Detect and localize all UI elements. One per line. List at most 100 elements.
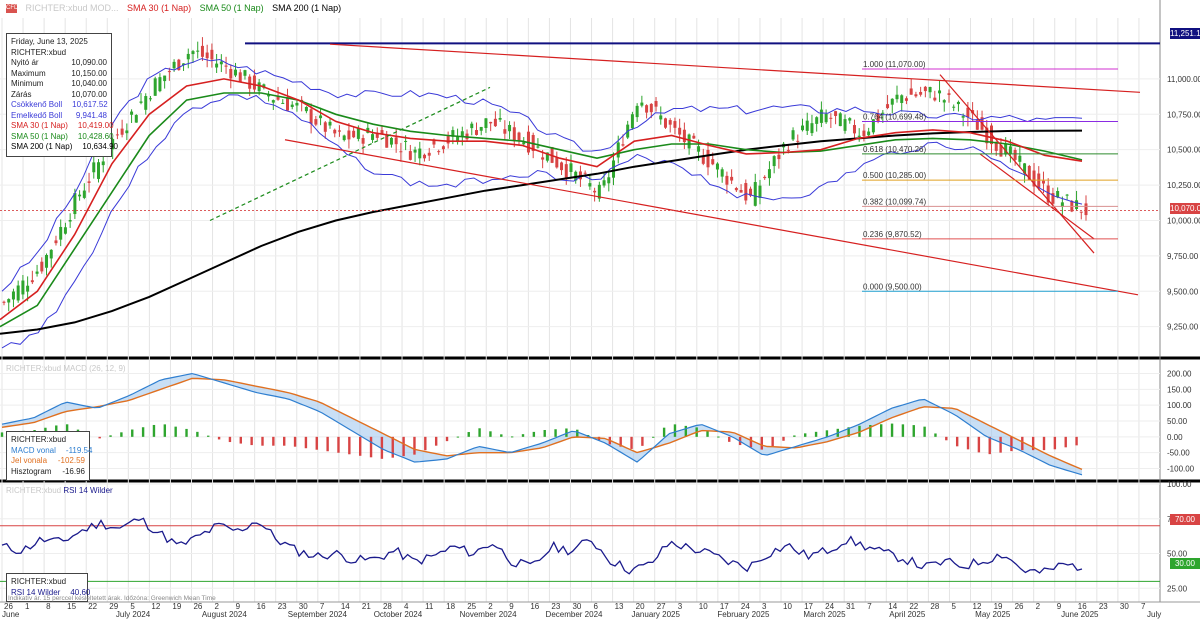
fib-level-label: 1.000 (11,070.00): [863, 60, 926, 69]
macd-histogram-bar: [619, 436, 622, 447]
candle-up: [144, 96, 148, 110]
candle-down: [309, 109, 313, 124]
macd-histogram-bar: [174, 426, 177, 437]
candle-down: [489, 121, 493, 124]
channel-short-lower: [979, 153, 1095, 240]
candle-down: [649, 103, 653, 113]
x-tick-label: 28: [383, 602, 392, 611]
info-date: Friday, June 13, 2025: [11, 37, 88, 46]
candle-down: [706, 149, 710, 168]
candle-down: [994, 142, 998, 151]
candle-down: [399, 151, 403, 153]
macd-histogram-bar: [1075, 436, 1078, 446]
candle-down: [876, 113, 880, 122]
candle-down: [711, 159, 715, 165]
candle-down: [734, 188, 738, 191]
x-tick-label: 19: [172, 602, 181, 611]
candle-up: [45, 254, 49, 268]
macd-histogram-bar: [521, 434, 525, 437]
candle-up: [805, 120, 809, 131]
macd-histogram-bar: [825, 430, 829, 437]
x-tick-label: 10: [783, 602, 792, 611]
info-row: Maximum 10,150.00: [11, 69, 107, 80]
fib-level-label: 0.000 (9,500.00): [863, 282, 922, 291]
macd-histogram-bar: [478, 428, 481, 437]
candle-down: [777, 154, 781, 160]
candle-up: [772, 156, 776, 167]
candle-up: [867, 131, 871, 136]
candle-up: [1065, 194, 1069, 196]
candle-down: [238, 72, 242, 82]
y-tick-label: 9,500.00: [1167, 287, 1199, 296]
candle-up: [961, 116, 965, 118]
candle-down: [749, 188, 753, 196]
candle-up: [838, 113, 842, 127]
macd-histogram-bar: [196, 431, 199, 437]
candle-up: [281, 102, 285, 104]
badge-rsi-30: 30.00: [1170, 558, 1200, 569]
candle-up: [687, 134, 691, 149]
candle-up: [1060, 202, 1064, 208]
macd-histogram-bar: [337, 436, 340, 453]
candle-up: [16, 285, 20, 301]
candle-down: [323, 122, 327, 132]
symbol-title-faded: RICHTER:xbud MOD...: [25, 3, 119, 13]
macd-histogram-bar: [1042, 436, 1046, 451]
candle-down: [786, 149, 790, 151]
x-month-label: April 2025: [889, 610, 926, 619]
candle-down: [285, 97, 289, 111]
x-tick-label: 9: [1057, 602, 1062, 611]
candle-up: [101, 161, 105, 166]
candle-up: [508, 124, 512, 132]
y-tick-label: 9,250.00: [1167, 323, 1199, 332]
macd-histogram-bar: [576, 429, 579, 437]
trendline-lower: [284, 139, 1139, 296]
x-tick-label: 31: [846, 602, 855, 611]
macd-histogram-bar: [793, 435, 796, 437]
candle-down: [744, 183, 748, 201]
x-tick-label: 26: [193, 602, 202, 611]
macd-info-label: Jel vonala: [11, 456, 48, 465]
macd-histogram-bar: [391, 436, 394, 458]
x-tick-label: 22: [909, 602, 918, 611]
macd-histogram-bar: [217, 436, 221, 440]
x-tick-label: 29: [109, 602, 118, 611]
candle-up: [569, 163, 573, 172]
candle-down: [886, 104, 890, 109]
macd-histogram-bar: [185, 428, 188, 437]
macd-info-row: Hisztogram -16.96: [11, 467, 85, 478]
info-value: 10,090.00: [71, 58, 107, 67]
candle-down: [560, 162, 564, 171]
candle-down: [673, 121, 677, 128]
x-tick-label: 5: [130, 602, 135, 611]
macd-histogram-bar: [380, 436, 384, 459]
fib-level-label: 0.236 (9,870.52): [863, 230, 922, 239]
candle-up: [153, 78, 157, 96]
candle-up: [182, 63, 186, 66]
candle-down: [375, 133, 379, 138]
candle-up: [607, 177, 611, 184]
macd-histogram-bar: [966, 436, 970, 450]
x-tick-label: 7: [1141, 602, 1146, 611]
price-info-box: Friday, June 13, 2025 RICHTER:xbud Nyitó…: [6, 33, 118, 157]
info-value: 10,150.00: [71, 68, 107, 78]
candle-up: [139, 101, 143, 103]
candle-down: [432, 139, 436, 145]
x-month-label: November 2024: [460, 610, 517, 619]
candle-up: [597, 184, 601, 199]
candle-down: [668, 120, 672, 125]
candle-down: [730, 176, 734, 181]
macd-histogram-bar: [98, 436, 101, 439]
candle-down: [621, 144, 625, 146]
macd-histogram-bar: [500, 434, 503, 437]
sma30-line: [0, 78, 1083, 321]
candle-up: [68, 220, 72, 222]
candle-down: [437, 151, 441, 153]
indicator-label: Emelkedő Boll: [11, 110, 63, 120]
candle-up: [498, 118, 502, 120]
indicator-label: Csökkenő Boll: [11, 100, 63, 109]
candle-up: [635, 105, 639, 118]
x-tick-label: 30: [299, 602, 308, 611]
y-tick-label: 10,000.00: [1167, 216, 1200, 225]
candle-down: [678, 127, 682, 135]
